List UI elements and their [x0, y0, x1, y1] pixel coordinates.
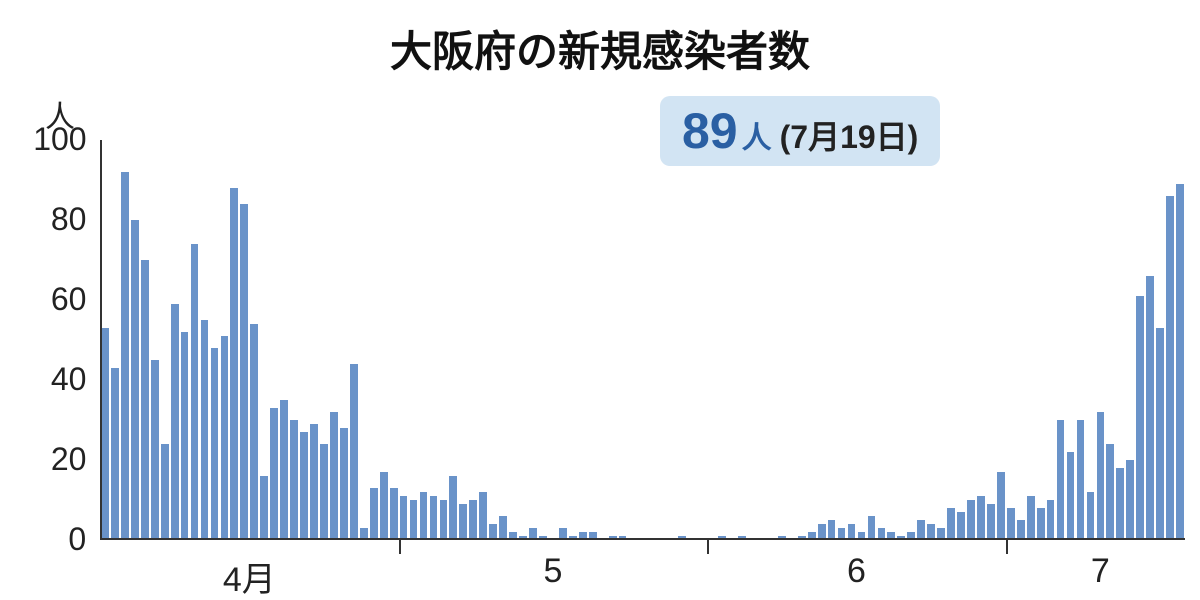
y-tick-label: 0	[68, 521, 86, 558]
bar	[1037, 508, 1045, 540]
bar	[230, 188, 238, 540]
bar	[440, 500, 448, 540]
bar	[828, 520, 836, 540]
bar	[1017, 520, 1025, 540]
bar	[400, 496, 408, 540]
bar	[380, 472, 388, 540]
bar	[1057, 420, 1065, 540]
plot-area: 0204060801004月567	[100, 140, 1185, 540]
x-tick	[707, 540, 709, 554]
bar	[240, 204, 248, 540]
bar	[161, 444, 169, 540]
x-tick-label: 6	[847, 552, 866, 591]
bar	[1047, 500, 1055, 540]
bar	[1146, 276, 1154, 540]
bar	[410, 500, 418, 540]
bar	[499, 516, 507, 540]
bar	[181, 332, 189, 540]
bar	[1116, 468, 1124, 540]
bar	[1166, 196, 1174, 540]
bar	[1087, 492, 1095, 540]
bar	[171, 304, 179, 540]
bar	[1126, 460, 1134, 540]
bar	[1176, 184, 1184, 540]
bar	[957, 512, 965, 540]
bar	[1007, 508, 1015, 540]
bar	[310, 424, 318, 540]
bar	[280, 400, 288, 540]
bar	[201, 320, 209, 540]
bar	[947, 508, 955, 540]
x-axis-line	[100, 538, 1185, 540]
bars-layer	[100, 140, 1185, 540]
bar	[340, 428, 348, 540]
y-tick-label: 60	[51, 281, 87, 318]
bar	[260, 476, 268, 540]
bar	[141, 260, 149, 540]
bar	[221, 336, 229, 540]
bar	[479, 492, 487, 540]
bar	[967, 500, 975, 540]
bar	[430, 496, 438, 540]
x-tick	[399, 540, 401, 554]
chart-title: 大阪府の新規感染者数	[0, 18, 1200, 79]
bar	[330, 412, 338, 540]
bar	[131, 220, 139, 540]
bar	[1136, 296, 1144, 540]
bar	[1156, 328, 1164, 540]
bar	[270, 408, 278, 540]
bar	[191, 244, 199, 540]
x-tick-label: 5	[543, 552, 562, 591]
bar	[459, 504, 467, 540]
y-tick-label: 40	[51, 361, 87, 398]
bar	[101, 328, 109, 540]
y-tick-label: 100	[33, 121, 86, 158]
bar	[1067, 452, 1075, 540]
bar	[997, 472, 1005, 540]
x-tick	[1006, 540, 1008, 554]
y-tick-label: 80	[51, 201, 87, 238]
bar	[977, 496, 985, 540]
bar	[917, 520, 925, 540]
bar	[250, 324, 258, 540]
bar	[868, 516, 876, 540]
bar	[211, 348, 219, 540]
bar	[300, 432, 308, 540]
bar	[469, 500, 477, 540]
bar	[370, 488, 378, 540]
bar	[121, 172, 129, 540]
bar	[1027, 496, 1035, 540]
x-tick-label: 4月	[223, 552, 276, 600]
bar	[1106, 444, 1114, 540]
bar	[111, 368, 119, 540]
chart-container: 大阪府の新規感染者数 人 89 人 (7月19日) 0204060801004月…	[0, 0, 1200, 600]
x-tick-label: 7	[1091, 552, 1110, 591]
bar	[1097, 412, 1105, 540]
bar	[350, 364, 358, 540]
y-axis-line	[100, 140, 102, 540]
bar	[290, 420, 298, 540]
bar	[987, 504, 995, 540]
bar	[449, 476, 457, 540]
bar	[420, 492, 428, 540]
bar	[320, 444, 328, 540]
bar	[1077, 420, 1085, 540]
bar	[390, 488, 398, 540]
y-tick-label: 20	[51, 441, 87, 478]
bar	[151, 360, 159, 540]
